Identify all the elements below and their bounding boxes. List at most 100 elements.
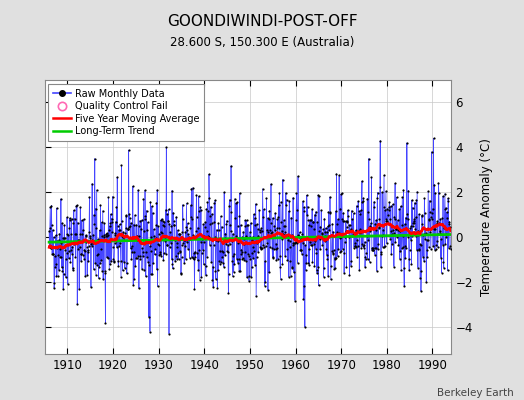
- Point: [389, 201, 397, 208]
- Point: [356, 211, 364, 218]
- Point: [304, 260, 312, 266]
- Point: [272, 257, 280, 264]
- Point: [83, 272, 91, 278]
- Point: [392, 194, 401, 200]
- Point: [350, 244, 358, 251]
- Text: GOONDIWINDI-POST-OFF: GOONDIWINDI-POST-OFF: [167, 14, 357, 29]
- Point: [49, 250, 58, 257]
- Point: [311, 246, 320, 252]
- Point: [148, 210, 157, 216]
- Point: [398, 233, 407, 239]
- Point: [277, 199, 285, 205]
- Point: [50, 285, 58, 291]
- Point: [301, 242, 310, 249]
- Point: [377, 249, 386, 255]
- Point: [290, 240, 298, 246]
- Point: [185, 236, 194, 242]
- Point: [366, 220, 375, 227]
- Point: [74, 246, 83, 252]
- Point: [437, 236, 445, 243]
- Point: [332, 171, 341, 177]
- Point: [248, 234, 257, 240]
- Point: [358, 178, 366, 184]
- Point: [406, 225, 414, 232]
- Point: [333, 221, 341, 228]
- Point: [391, 238, 400, 245]
- Point: [161, 234, 169, 240]
- Point: [301, 267, 310, 273]
- Point: [219, 260, 227, 266]
- Point: [333, 253, 342, 259]
- Point: [325, 227, 333, 233]
- Point: [148, 203, 156, 210]
- Point: [108, 193, 117, 200]
- Point: [360, 242, 368, 248]
- Point: [154, 240, 162, 247]
- Point: [161, 207, 170, 213]
- Point: [171, 258, 179, 264]
- Point: [178, 229, 187, 236]
- Point: [393, 225, 401, 231]
- Point: [191, 254, 200, 260]
- Point: [53, 245, 61, 251]
- Point: [132, 222, 140, 228]
- Point: [321, 229, 329, 235]
- Point: [312, 266, 321, 273]
- Point: [288, 264, 296, 271]
- Point: [387, 251, 396, 257]
- Point: [422, 226, 430, 232]
- Point: [47, 245, 55, 252]
- Point: [274, 256, 282, 262]
- Point: [155, 242, 163, 248]
- Point: [121, 265, 129, 271]
- Point: [325, 210, 334, 216]
- Point: [319, 226, 328, 232]
- Point: [390, 264, 398, 270]
- Point: [308, 206, 316, 212]
- Point: [140, 267, 148, 274]
- Point: [122, 224, 130, 231]
- Point: [81, 248, 89, 254]
- Point: [89, 239, 97, 246]
- Point: [210, 219, 218, 225]
- Point: [286, 244, 294, 250]
- Point: [357, 207, 365, 214]
- Point: [145, 243, 154, 250]
- Point: [113, 174, 122, 180]
- Point: [329, 251, 337, 257]
- Point: [75, 244, 84, 250]
- Point: [291, 239, 300, 246]
- Point: [58, 220, 66, 226]
- Point: [317, 207, 325, 214]
- Point: [442, 234, 451, 240]
- Point: [314, 263, 322, 270]
- Point: [143, 208, 151, 214]
- Point: [280, 223, 289, 229]
- Point: [286, 238, 294, 244]
- Point: [49, 250, 57, 257]
- Point: [365, 216, 374, 222]
- Point: [290, 269, 298, 276]
- Point: [318, 230, 326, 236]
- Point: [430, 226, 438, 232]
- Point: [301, 324, 309, 330]
- Point: [280, 229, 289, 235]
- Point: [314, 282, 323, 289]
- Point: [278, 228, 286, 234]
- Point: [387, 223, 396, 229]
- Point: [373, 195, 381, 202]
- Point: [256, 226, 264, 233]
- Point: [108, 219, 116, 225]
- Point: [157, 253, 166, 260]
- Point: [324, 209, 333, 215]
- Point: [406, 247, 414, 254]
- Point: [105, 223, 114, 229]
- Point: [417, 268, 425, 274]
- Point: [408, 233, 417, 239]
- Point: [197, 274, 205, 280]
- Point: [133, 255, 141, 261]
- Point: [166, 244, 174, 250]
- Point: [329, 250, 337, 256]
- Point: [362, 256, 370, 262]
- Point: [70, 207, 78, 214]
